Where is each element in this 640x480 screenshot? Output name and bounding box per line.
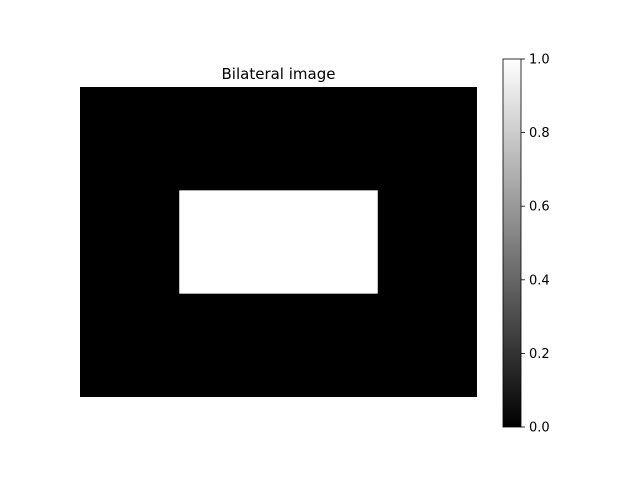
colorbar-tick-label: 0.4: [529, 273, 550, 288]
chart-title: Bilateral image: [222, 65, 336, 83]
colorbar-tick-label: 1.0: [529, 53, 550, 68]
colorbar: 0.0 0.2 0.4 0.6 0.8 1.0: [502, 53, 550, 436]
colorbar-tick-label: 0.8: [529, 126, 550, 141]
colorbar-gradient: [502, 58, 522, 428]
colorbar-tick-label: 0.0: [529, 421, 550, 436]
colorbar-tick-label: 0.2: [529, 347, 550, 362]
colorbar-tick-label: 0.6: [529, 200, 550, 215]
image-bright-rectangle: [179, 190, 378, 294]
image-plot: [80, 87, 477, 397]
colorbar-ticks: 0.0 0.2 0.4 0.6 0.8 1.0: [521, 53, 550, 436]
